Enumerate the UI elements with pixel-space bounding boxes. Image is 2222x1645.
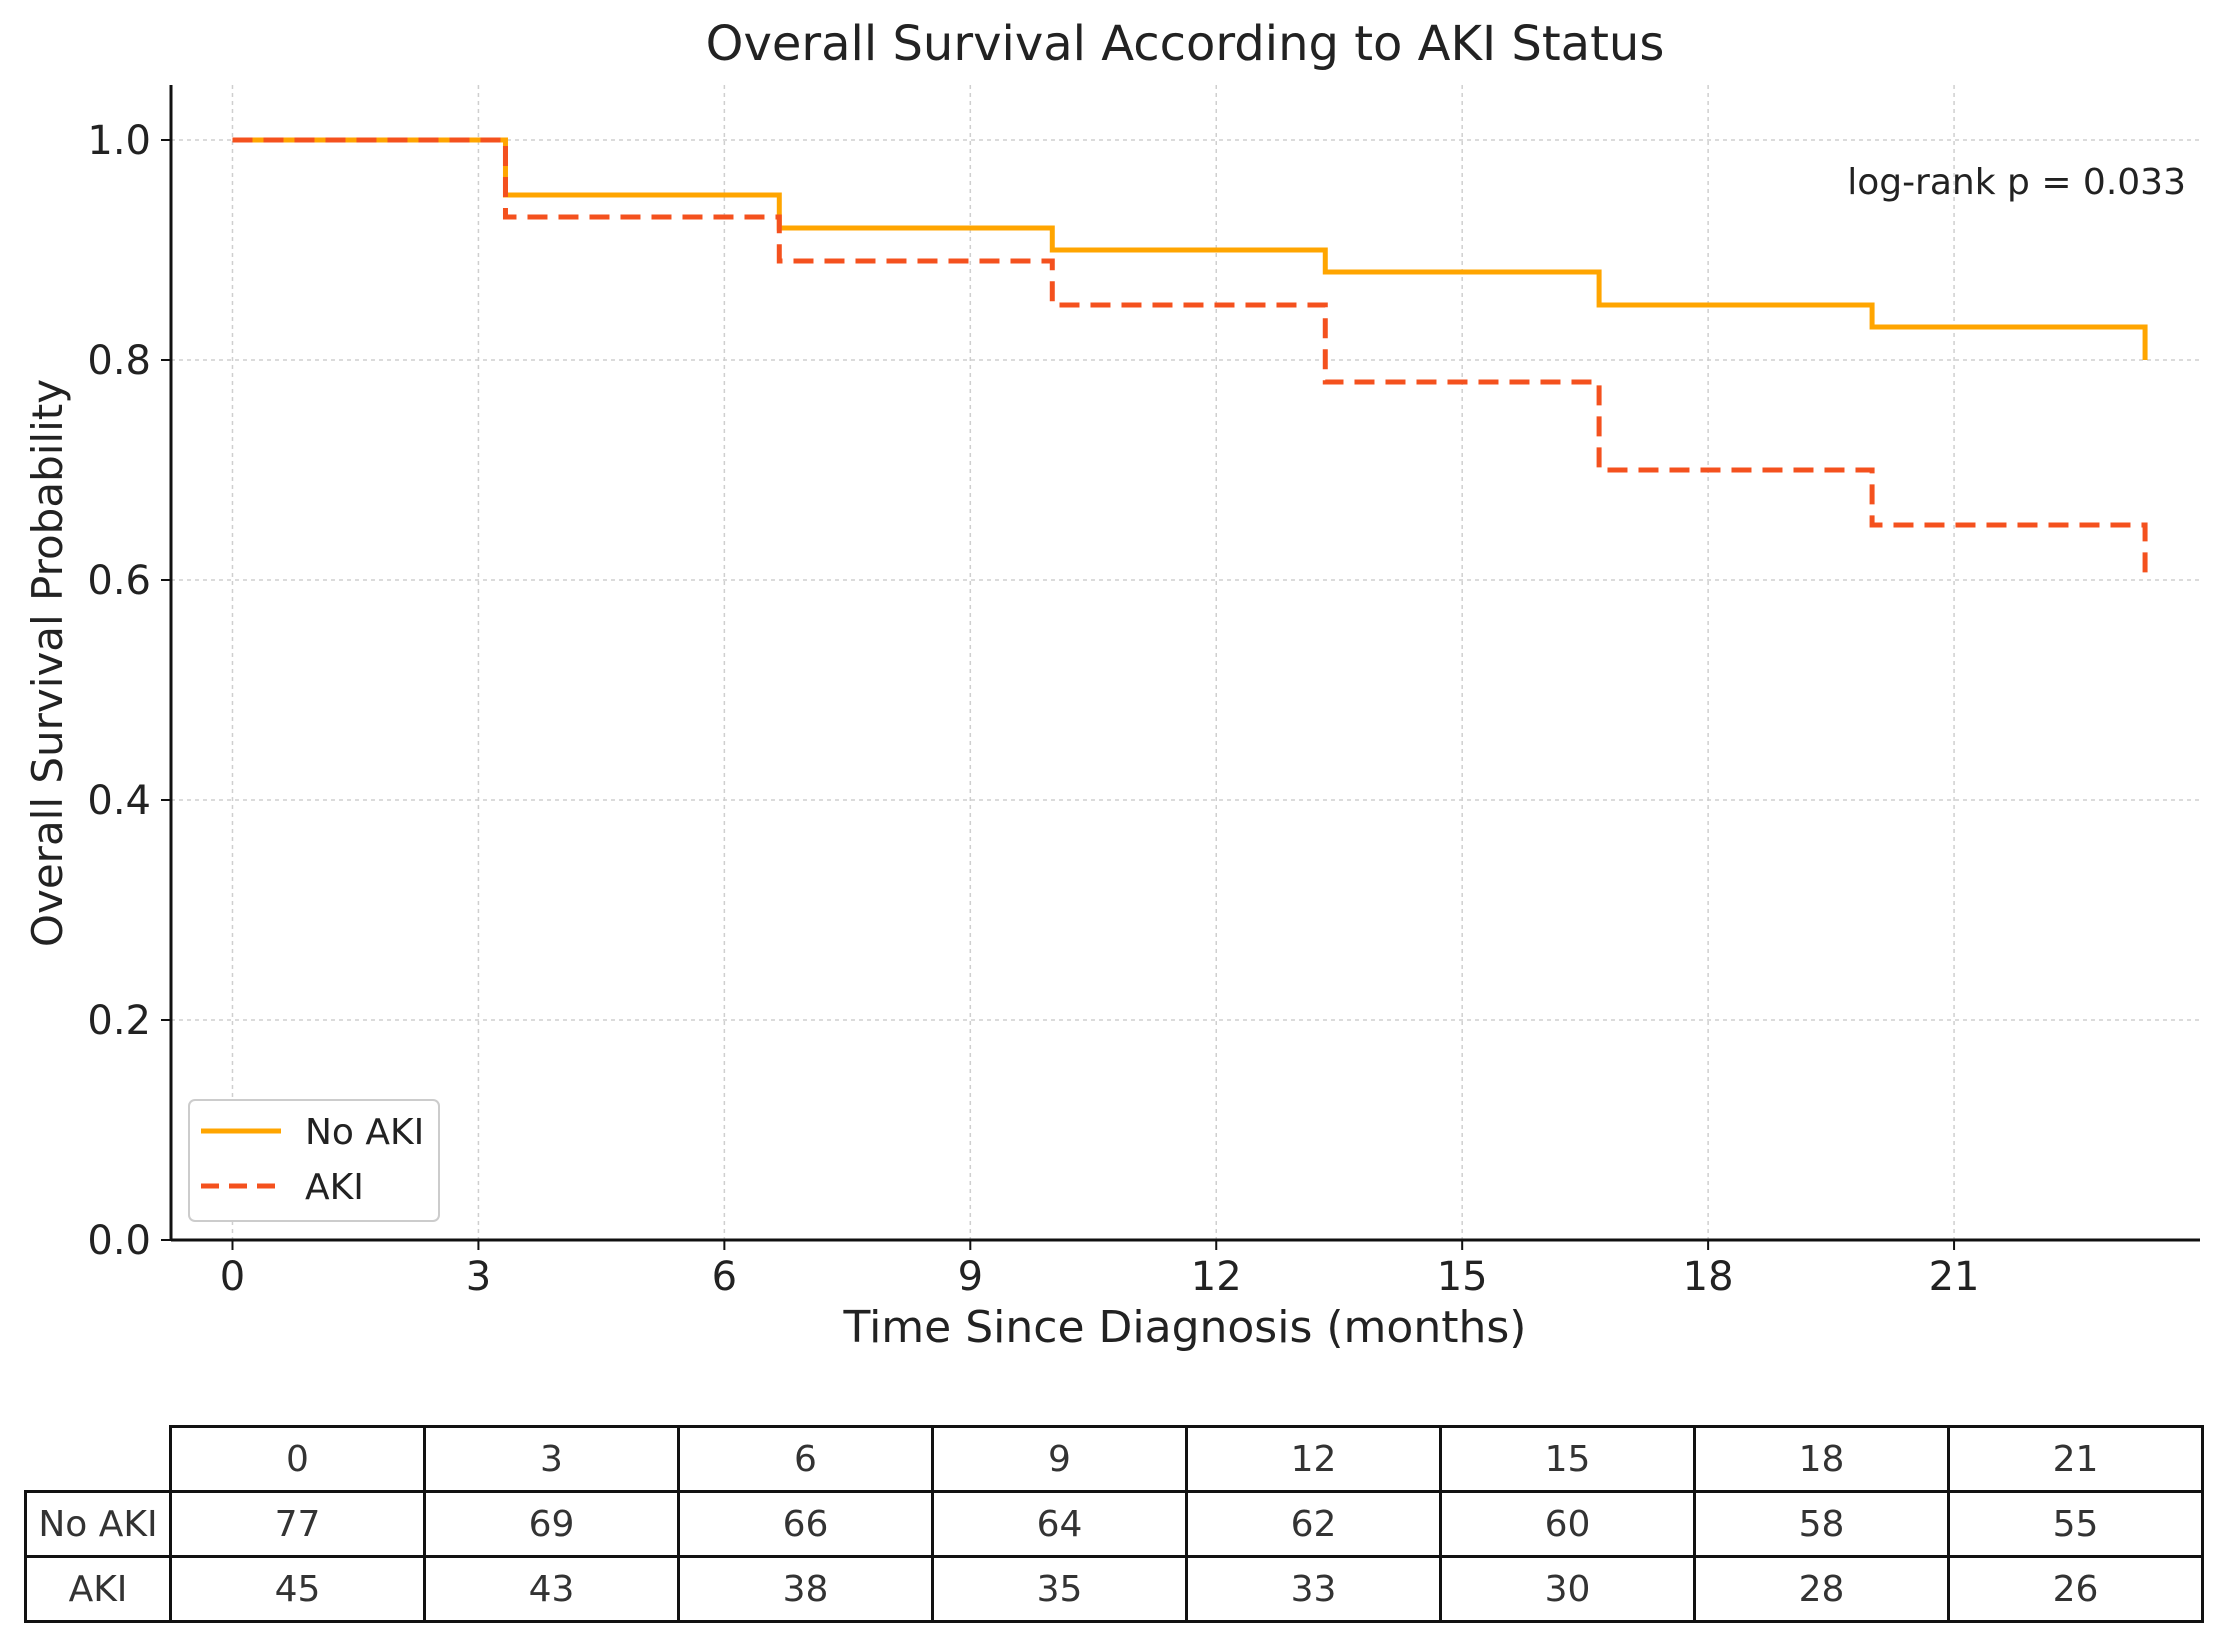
y-tick-label: 1.0	[87, 118, 151, 164]
risk-table-cell: 28	[1693, 1555, 1950, 1623]
survival-curve-no-aki	[232, 137, 2148, 360]
risk-table-time: 3	[423, 1425, 680, 1493]
risk-table-row-no-aki: No AKI 77 69 66 64 62 60 58 55	[24, 1490, 2204, 1558]
survival-chart: 0 3 6 9 12 15 18 21 0.0 0.2 0.4 0.6 0.8 1.0 Overall S…	[23, 16, 2200, 1353]
risk-table-cell: 64	[931, 1490, 1188, 1558]
tick-labels: 0 3 6 9 12 15 18 21 0.0 0.2 0.4 0.6 0.8 1.0	[87, 118, 1979, 1300]
risk-table-cell: 66	[677, 1490, 934, 1558]
risk-table-corner	[26, 1427, 171, 1492]
risk-table-time: 9	[931, 1425, 1188, 1493]
survival-curves	[232, 137, 2148, 580]
risk-table-cell: 30	[1439, 1555, 1696, 1623]
x-tick-label: 15	[1437, 1254, 1488, 1300]
risk-table-cell: 77	[169, 1490, 426, 1558]
logrank-pvalue-annotation: log-rank p = 0.033	[1847, 162, 2186, 203]
risk-table-cell: 43	[423, 1555, 680, 1623]
risk-table-time: 6	[677, 1425, 934, 1493]
risk-table-header-row: 0 3 6 9 12 15 18 21	[26, 1425, 2204, 1493]
x-tick-label: 3	[466, 1254, 491, 1300]
legend-label-aki: AKI	[305, 1167, 364, 1208]
y-axis-label: Overall Survival Probability	[23, 379, 72, 947]
risk-table-cell: 69	[423, 1490, 680, 1558]
x-tick-label: 21	[1929, 1254, 1980, 1300]
grid-lines	[171, 85, 2200, 1241]
y-tick-label: 0.8	[87, 338, 151, 384]
x-tick-label: 6	[712, 1254, 737, 1300]
risk-table-time: 21	[1947, 1425, 2204, 1493]
risk-table-row-aki: AKI 45 43 38 35 33 30 28 26	[24, 1555, 2204, 1623]
y-tick-label: 0.4	[87, 778, 151, 824]
x-tick-label: 9	[958, 1254, 983, 1300]
risk-table-row-label: AKI	[24, 1555, 172, 1623]
risk-table-cell: 62	[1185, 1490, 1442, 1558]
risk-table-cell: 38	[677, 1555, 934, 1623]
chart-title: Overall Survival According to AKI Status	[706, 16, 1665, 72]
risk-table-row-label: No AKI	[24, 1490, 172, 1558]
risk-table-time: 18	[1693, 1425, 1950, 1493]
risk-table-cell: 58	[1693, 1490, 1950, 1558]
legend-label-no-aki: No AKI	[305, 1112, 424, 1153]
x-tick-label: 18	[1683, 1254, 1734, 1300]
x-axis-label: Time Since Diagnosis (months)	[843, 1302, 1527, 1353]
risk-table-cell: 60	[1439, 1490, 1696, 1558]
legend: No AKI AKI	[188, 1099, 440, 1222]
risk-table-cell: 35	[931, 1555, 1188, 1623]
risk-table-cell: 33	[1185, 1555, 1442, 1623]
y-tick-label: 0.6	[87, 558, 151, 604]
y-tick-label: 0.2	[87, 998, 151, 1044]
risk-table-time: 15	[1439, 1425, 1696, 1493]
survival-curve-aki	[232, 137, 2148, 580]
risk-table-cell: 26	[1947, 1555, 2204, 1623]
risk-table-cell: 55	[1947, 1490, 2204, 1558]
risk-table-time: 12	[1185, 1425, 1442, 1493]
number-at-risk-table: 0 3 6 9 12 15 18 21 No AKI 77 69 66 64 6…	[24, 1425, 2204, 1623]
risk-table-time: 0	[169, 1425, 426, 1493]
x-tick-label: 0	[220, 1254, 245, 1300]
axes	[161, 85, 2200, 1250]
x-tick-label: 12	[1191, 1254, 1242, 1300]
y-tick-label: 0.0	[87, 1218, 151, 1264]
risk-table-cell: 45	[169, 1555, 426, 1623]
